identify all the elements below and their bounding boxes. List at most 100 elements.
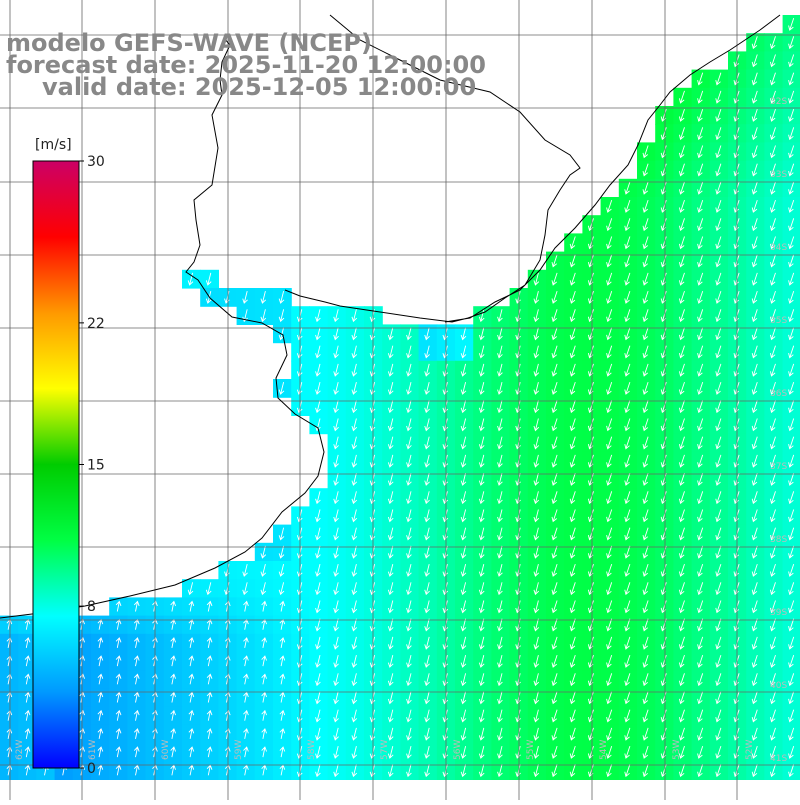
wind-arrow: [751, 145, 758, 159]
wind-arrow: [460, 472, 467, 486]
wind-arrow: [315, 582, 321, 596]
wind-arrow: [697, 199, 704, 213]
wind-arrow: [387, 691, 394, 705]
wind-arrow: [206, 673, 213, 685]
wind-arrow: [606, 418, 613, 432]
wind-arrow: [769, 509, 776, 523]
model-title: modelo GEFS-WAVE (NCEP): [6, 29, 372, 57]
wind-arrow: [788, 127, 795, 141]
wind-arrow: [260, 545, 267, 559]
wind-arrow: [715, 90, 722, 104]
wind-arrow: [678, 254, 685, 268]
wind-arrow: [460, 654, 467, 668]
wind-arrow: [769, 363, 776, 377]
wind-arrow: [751, 727, 758, 741]
wind-arrow: [569, 600, 576, 614]
wind-arrow: [697, 491, 704, 505]
wind-arrow: [351, 636, 358, 650]
wind-arrow: [642, 509, 649, 523]
longitude-label: 59W: [234, 740, 244, 760]
wind-arrow: [551, 691, 558, 705]
wind-arrow: [424, 418, 430, 432]
wind-arrow: [460, 618, 467, 632]
wind-arrow: [606, 236, 613, 250]
wind-arrow: [115, 691, 122, 703]
wind-arrow: [788, 145, 795, 159]
wind-arrow: [715, 290, 722, 304]
wind-arrow: [551, 381, 558, 395]
wind-arrow: [478, 436, 485, 450]
wind-arrow: [606, 600, 613, 614]
wind-arrow: [243, 600, 249, 612]
wind-arrow: [333, 545, 339, 559]
latitude-label: 41S: [770, 754, 787, 764]
wind-arrow: [678, 654, 685, 668]
wind-arrow: [569, 673, 576, 687]
wind-arrow: [769, 181, 776, 195]
wind-arrow: [697, 618, 704, 632]
wind-arrow: [387, 527, 394, 541]
latitude-label: 39S: [770, 608, 787, 618]
wind-arrow: [460, 636, 467, 650]
wind-arrow: [751, 218, 758, 232]
wind-arrow: [533, 454, 540, 468]
wind-arrow: [424, 545, 430, 559]
wind-arrow: [678, 145, 685, 159]
wind-arrow: [551, 272, 558, 286]
wind-arrow: [24, 709, 31, 721]
wind-arrow: [406, 345, 412, 359]
wind-arrow: [387, 618, 394, 632]
wind-arrow: [333, 381, 339, 395]
wind-arrow: [533, 636, 540, 650]
wind-arrow: [460, 527, 467, 541]
wind-arrow: [533, 600, 540, 614]
wind-arrow: [351, 491, 358, 505]
wind-arrow: [624, 600, 631, 614]
wind-arrow: [697, 709, 704, 723]
wind-arrow: [333, 363, 339, 377]
wind-arrow: [497, 600, 503, 614]
wind-arrow: [788, 108, 795, 122]
wind-arrow: [606, 400, 613, 414]
wind-arrow: [478, 709, 485, 723]
wind-arrow: [697, 309, 704, 323]
wind-arrow: [678, 363, 685, 377]
wind-arrow: [333, 764, 339, 778]
wind-arrow: [624, 691, 631, 705]
wind-arrow: [133, 709, 140, 721]
wind-arrow: [769, 491, 776, 505]
wind-arrow: [569, 563, 576, 577]
wind-arrow: [751, 654, 758, 668]
wind-arrow: [678, 345, 685, 359]
wind-arrow: [642, 418, 649, 432]
wind-arrow: [751, 545, 758, 559]
colorbar-tick-label: 0: [87, 761, 96, 777]
wind-arrow: [751, 345, 758, 359]
wind-arrow: [788, 327, 795, 341]
wind-arrow: [387, 727, 394, 741]
wind-arrow: [551, 654, 558, 668]
wind-arrow: [678, 236, 685, 250]
wind-arrow: [97, 709, 104, 721]
wind-arrow: [188, 709, 195, 721]
wind-arrow: [678, 491, 685, 505]
wind-arrow: [133, 728, 140, 739]
wind-arrow: [678, 108, 685, 122]
wind-arrow: [333, 654, 339, 668]
wind-arrow: [551, 563, 558, 577]
wind-arrow: [624, 673, 631, 687]
wind-arrow: [678, 381, 685, 395]
wind-arrow: [333, 436, 339, 450]
wind-arrow: [170, 673, 176, 685]
wind-arrow: [769, 691, 776, 705]
wind-arrow: [97, 673, 104, 685]
wind-arrow: [315, 727, 321, 741]
wind-arrow: [24, 673, 31, 685]
wind-arrow: [315, 764, 321, 778]
wind-arrow: [260, 290, 267, 304]
wind-arrow: [261, 637, 267, 648]
wind-arrow: [697, 727, 704, 741]
wind-arrow: [624, 745, 631, 759]
wind-arrow: [424, 327, 430, 341]
